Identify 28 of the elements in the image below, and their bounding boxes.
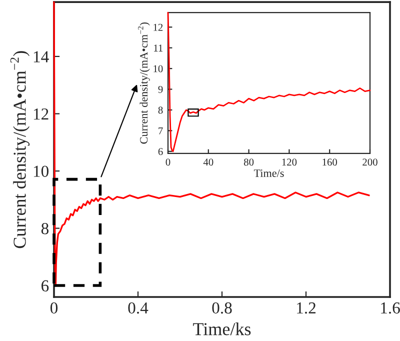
x-axis-title: Time/s	[254, 170, 284, 177]
x-tick-label: 0.4	[128, 302, 148, 314]
x-tick-label: 0	[166, 158, 170, 166]
y-tick-label: 10	[154, 65, 163, 72]
y-tick-label: 9	[158, 86, 163, 93]
y-tick-label: 11	[154, 44, 163, 52]
y-axis-title: Current density/(mA•cm$^{−2}$)	[138, 22, 150, 144]
y-tick-label: 6	[158, 148, 163, 156]
y-tick-label: 14	[34, 51, 49, 62]
y-tick-label: 8	[41, 222, 49, 234]
x-axis-title: Time/ks	[193, 322, 251, 336]
y-axis-title: Current density/(mA•cm$^{−2}$)	[10, 51, 30, 248]
x-tick-label: 1.2	[297, 302, 316, 314]
y-tick-label: 10	[34, 166, 49, 177]
y-tick-label: 12	[154, 24, 163, 31]
x-tick-label: 80	[244, 158, 254, 166]
x-tick-label: 160	[322, 158, 338, 166]
x-tick-label: 120	[282, 158, 297, 166]
y-tick-label: 6	[42, 280, 49, 292]
x-tick-label: 40	[203, 158, 214, 166]
x-tick-label: 200	[362, 158, 378, 166]
y-tick-label: 8	[158, 106, 163, 114]
x-tick-label: 1.6	[381, 302, 400, 314]
x-tick-label: 0	[50, 302, 58, 314]
y-tick-label: 7	[158, 127, 163, 134]
y-tick-label: 12	[34, 108, 48, 120]
x-tick-label: 0.8	[212, 302, 232, 314]
line-series	[167, 12, 371, 152]
